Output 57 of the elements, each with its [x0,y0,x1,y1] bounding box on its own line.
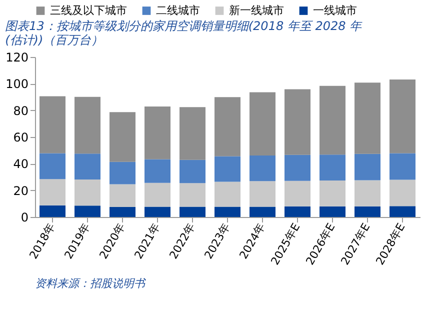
bar [144,106,170,160]
bar [390,180,416,206]
bar [144,159,170,183]
bar [320,180,346,206]
bar [180,107,206,160]
bar [354,180,380,206]
legend-label: 三线及以下城市 [50,4,127,17]
y-tick-label: 40 [13,157,28,172]
bar [40,153,66,180]
bar [74,180,100,206]
bar [74,96,100,154]
bar [144,182,170,207]
y-tick-label: 20 [13,184,28,198]
chart-title: 图表13：按城市等级划分的家用空调销量明细(2018 年至 2028 年(估计))（百万台） [5,19,363,47]
text: 资料来源：招股说明书 [35,277,147,290]
bar [250,156,276,182]
legend-label: 一线城市 [313,4,357,17]
bar [214,156,240,182]
bar [354,82,380,154]
bar [180,206,206,217]
bar [354,206,380,217]
legend-label: 二线城市 [156,4,200,17]
bar [180,160,206,184]
bar [250,92,276,156]
bar [74,206,100,217]
bar [214,206,240,217]
bar [144,206,170,217]
bar [110,207,136,217]
y-tick-label: 0 [20,210,28,224]
bar [320,86,346,155]
bar [284,180,310,206]
y-tick-label: 60 [13,130,28,144]
bar [40,179,66,206]
bar [180,183,206,207]
bar [390,206,416,217]
bar [250,206,276,217]
bar [40,96,66,154]
bar [354,154,380,180]
y-tick-label: 120 [6,50,28,64]
bar [284,154,310,181]
bar [40,205,66,217]
bar [284,89,310,155]
bar [214,97,240,156]
bar [390,153,416,180]
bar [390,80,416,154]
bar [320,154,346,180]
bar [110,184,136,207]
legend-label: 新一线城市 [229,4,284,17]
bar [320,206,346,217]
bar [284,206,310,217]
bar [250,181,276,207]
bar [74,154,100,180]
bar [214,182,240,207]
bar [110,162,136,184]
y-tick-label: 100 [6,77,28,92]
y-tick-label: 80 [13,104,28,118]
bar [110,112,136,162]
